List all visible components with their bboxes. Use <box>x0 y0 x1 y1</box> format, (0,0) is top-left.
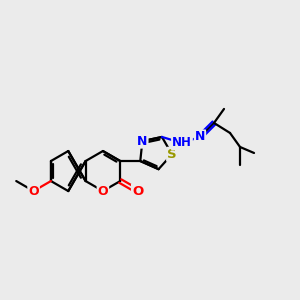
Text: O: O <box>132 184 143 198</box>
Text: O: O <box>98 184 108 198</box>
Text: O: O <box>28 184 39 198</box>
Text: S: S <box>167 148 177 161</box>
Text: NH: NH <box>172 136 192 149</box>
Text: N: N <box>195 130 205 143</box>
Text: N: N <box>137 135 148 148</box>
